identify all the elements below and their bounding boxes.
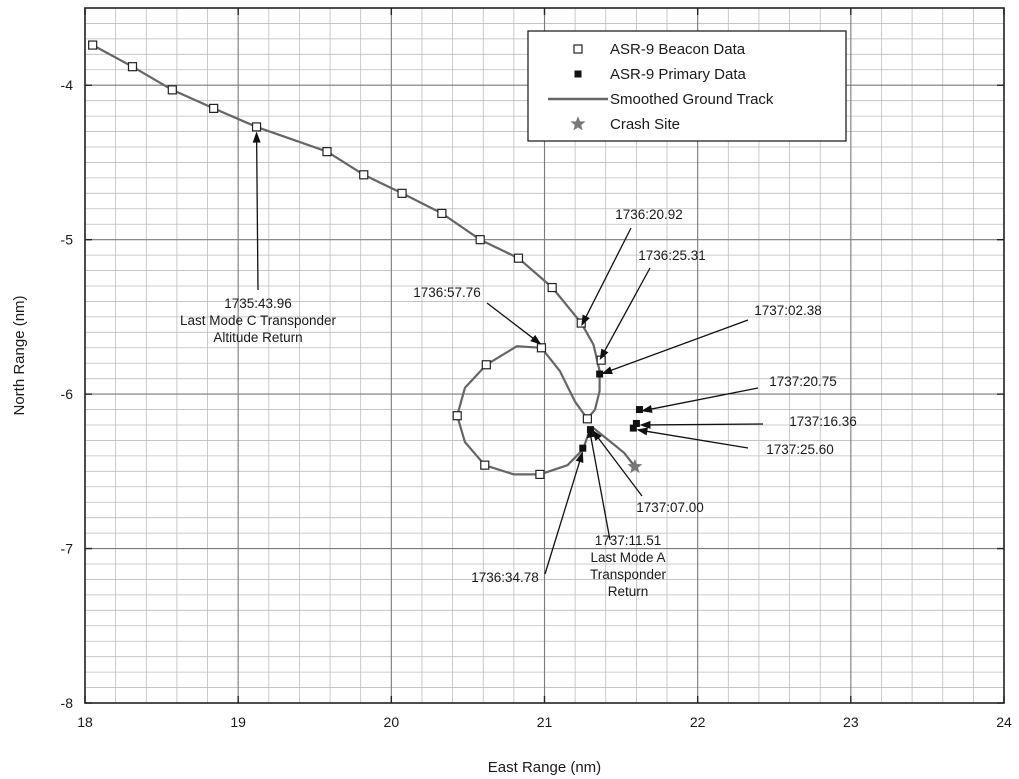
y-tick-label: -7 [61, 541, 74, 557]
annotation-arrowhead [530, 334, 542, 345]
crash-site-marker [627, 458, 643, 474]
annotation-label: 1737:02.38 [754, 303, 822, 318]
x-tick-label: 19 [230, 714, 246, 730]
primary-data-point [632, 419, 640, 427]
annotation-label: Return [608, 584, 649, 599]
legend-entry-label: ASR-9 Beacon Data [610, 41, 746, 58]
beacon-data-point [322, 147, 332, 157]
annotation-label: 1737:11.51 [595, 533, 662, 548]
annotation-label: Transponder [590, 567, 667, 582]
annotation-arrowhead [575, 451, 584, 463]
beacon-data-point [397, 188, 407, 198]
annotation-arrowhead [640, 405, 653, 413]
y-tick-label: -8 [61, 695, 74, 711]
x-axis-label: East Range (nm) [488, 759, 601, 776]
annotation-label: 1737:16.36 [789, 414, 857, 429]
annotation-arrowhead [601, 366, 613, 375]
series-layer [88, 40, 643, 480]
y-tick-label: -5 [61, 232, 74, 248]
y-tick-label: -6 [61, 386, 74, 402]
legend-swatch [570, 116, 586, 131]
legend: ASR-9 Beacon Data ASR-9 Primary Data Smoot… [527, 30, 847, 142]
annotation-arrowhead [599, 348, 609, 361]
annotation-label: Last Mode A [590, 550, 665, 565]
annotation-arrowhead [586, 426, 595, 439]
beacon-data-point [480, 460, 490, 470]
primary-data-point [596, 370, 604, 378]
x-tick-label: 18 [77, 714, 93, 730]
beacon-data-point [576, 318, 586, 328]
legend-swatch [573, 44, 583, 54]
annotation-label: 1737:20.75 [769, 374, 837, 389]
annotation-arrow [647, 423, 764, 426]
annotation-label: Altitude Return [213, 330, 302, 345]
annotation-arrow [255, 139, 259, 291]
annotation-label: 1737:25.60 [766, 442, 834, 457]
beacon-data-point [359, 170, 369, 180]
beacon-data-point [209, 103, 219, 113]
annotation-arrow [596, 435, 643, 497]
x-tick-label: 21 [537, 714, 553, 730]
y-axis-label: North Range (nm) [11, 295, 28, 415]
annotation-label: 1737:07.00 [636, 500, 704, 515]
beacon-data-point [251, 122, 262, 132]
annotation-arrowhead [591, 429, 602, 441]
y-tick-label: -4 [61, 77, 74, 93]
annotation-label: 1736:25.31 [638, 248, 706, 263]
beacon-data-point [582, 414, 592, 424]
x-tick-label: 22 [690, 714, 706, 730]
legend-entry-label: Smoothed Ground Track [610, 91, 774, 108]
x-tick-label: 20 [384, 714, 400, 730]
annotations: 1735:43.96 Last Mode C Transponder Altitud… [180, 131, 857, 599]
annotation-arrowhead [581, 314, 590, 327]
beacon-data-point [535, 469, 545, 480]
legend-entry-label: Crash Site [610, 116, 680, 133]
annotation-arrowhead [252, 131, 261, 143]
beacon-data-point [167, 85, 177, 95]
x-tick-label: 24 [996, 714, 1012, 730]
y-tick-labels: -8 -7 -6 -5 -4 [61, 77, 74, 711]
annotation-label: 1735:43.96 [224, 296, 292, 311]
primary-data-point [635, 406, 643, 414]
primary-data-point [579, 444, 587, 452]
annotation-arrow [544, 458, 582, 575]
smoothed-ground-track-line [92, 44, 636, 476]
beacon-data-point [536, 343, 547, 353]
legend-entry-label: ASR-9 Primary Data [610, 66, 747, 83]
primary-data-point [629, 424, 637, 432]
annotation-arrow [589, 434, 611, 541]
annotation-arrow [608, 319, 749, 372]
annotation-arrow [648, 387, 759, 411]
x-tick-label: 23 [843, 714, 859, 730]
beacon-data-point [88, 40, 98, 50]
annotation-arrowhead [636, 427, 648, 436]
annotation-arrow [644, 430, 749, 449]
annotation-label: 1736:20.92 [615, 207, 683, 222]
legend-swatch [574, 70, 582, 78]
annotation-label: 1736:57.76 [413, 285, 481, 300]
annotation-label: Last Mode C Transponder [180, 313, 337, 328]
beacon-data-point [127, 62, 138, 72]
annotation-arrow [602, 267, 651, 354]
beacon-data-point [513, 253, 524, 263]
annotation-arrowhead [639, 420, 651, 429]
beacon-data-point [452, 411, 462, 421]
beacon-data-point [437, 208, 447, 219]
beacon-data-point [547, 282, 557, 293]
x-tick-labels: 18 19 20 21 22 23 24 [77, 714, 1012, 730]
beacon-data-point [481, 360, 491, 370]
annotation-arrow [486, 302, 536, 341]
annotation-label: 1736:34.78 [471, 570, 539, 585]
annotation-arrow [584, 227, 632, 320]
axis-ticks [84, 8, 1005, 704]
beacon-data-point [475, 235, 485, 245]
